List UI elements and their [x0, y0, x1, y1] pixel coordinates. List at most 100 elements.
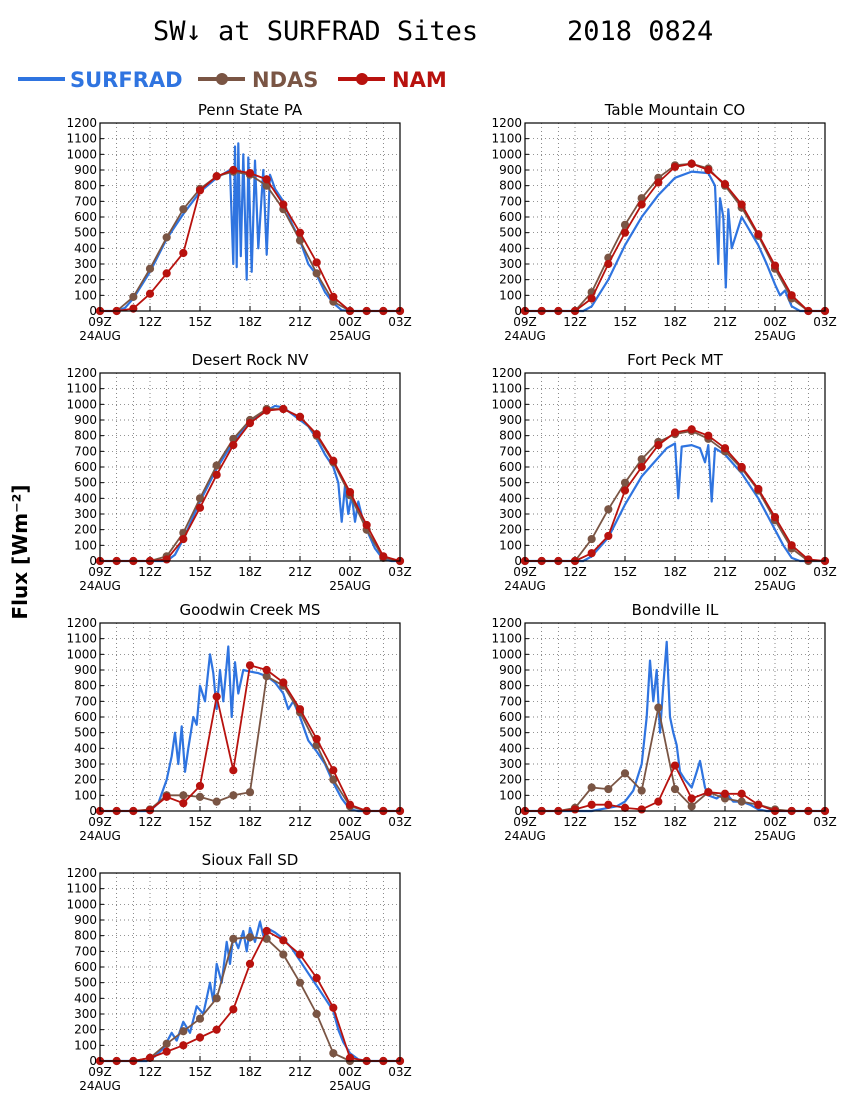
y-tick-label: 700 — [74, 194, 97, 208]
x-tick-label: 18Z — [238, 315, 262, 329]
x-tick-label: 03Z — [813, 315, 837, 329]
plot-frame — [524, 122, 826, 312]
x-tick-label: 09Z — [513, 315, 537, 329]
y-tick-label: 900 — [74, 663, 97, 677]
series-line-surfrad — [100, 645, 400, 813]
y-tick-label: 300 — [74, 757, 97, 771]
y-tick-label: 900 — [499, 163, 522, 177]
data-point-ndas — [670, 784, 680, 794]
x-tick-label: 00Z — [763, 815, 787, 829]
panels: Penn State PA010020030040050060070080090… — [66, 101, 836, 1093]
data-point-nam — [179, 799, 188, 808]
data-point-nam — [312, 973, 321, 983]
y-tick-label: 800 — [74, 679, 97, 693]
x-tick-label: 21Z — [713, 815, 737, 829]
y-tick-label: 1000 — [66, 397, 97, 411]
data-point-nam — [687, 159, 696, 168]
data-point-nam — [654, 440, 663, 450]
data-point-ndas — [179, 1027, 188, 1036]
plot-frame — [99, 622, 401, 812]
series-line-ndas — [100, 936, 400, 1062]
y-tick-label: 1200 — [66, 366, 97, 380]
data-point-nam — [329, 766, 338, 775]
x-tick-label: 12Z — [563, 815, 587, 829]
y-tick-label: 600 — [499, 210, 522, 224]
y-tick-label: 500 — [499, 476, 522, 490]
y-tick-label: 800 — [74, 929, 97, 943]
x-tick-label: 18Z — [663, 315, 687, 329]
data-point-nam — [604, 531, 613, 541]
data-point-nam — [312, 430, 321, 439]
grid — [525, 623, 825, 811]
x-tick-label: 18Z — [663, 815, 687, 829]
x-tick-label: 15Z — [188, 565, 212, 579]
data-point-ndas — [129, 292, 138, 301]
legend-label: NDAS — [252, 68, 318, 92]
y-tick-label: 500 — [74, 976, 97, 990]
x-date-label: 24AUG — [504, 829, 546, 843]
grid — [100, 623, 400, 811]
legend-item-nam: NAM — [338, 68, 447, 92]
y-tick-label: 500 — [499, 726, 522, 740]
y-tick-label: 1000 — [491, 647, 522, 661]
panel-title: Goodwin Creek MS — [180, 601, 321, 619]
data-point-nam — [162, 555, 171, 564]
x-tick-label: 21Z — [713, 565, 737, 579]
data-point-nam — [720, 180, 730, 189]
x-date-label: 25AUG — [754, 329, 796, 343]
series-surfrad — [525, 170, 825, 313]
data-point-ndas — [195, 494, 205, 503]
data-point-nam — [212, 470, 221, 479]
x-tick-label: 00Z — [338, 815, 362, 829]
y-tick-label: 1100 — [66, 132, 97, 146]
data-point-nam — [145, 289, 155, 298]
x-date-label: 25AUG — [329, 329, 371, 343]
data-point-nam — [770, 261, 780, 270]
main-date-label: 2018 0824 — [567, 16, 713, 47]
data-point-nam — [179, 1041, 188, 1050]
data-point-nam — [329, 1003, 338, 1012]
series-surfrad — [525, 442, 825, 563]
data-point-nam — [279, 200, 288, 209]
data-point-nam — [687, 794, 696, 803]
y-tick-label: 900 — [74, 163, 97, 177]
data-point-ndas — [587, 783, 596, 792]
data-point-nam — [620, 486, 630, 495]
data-point-ndas — [279, 950, 288, 959]
y-tick-label: 700 — [499, 194, 522, 208]
grid — [525, 123, 825, 311]
y-tick-label: 200 — [499, 273, 522, 287]
x-date-label: 25AUG — [754, 829, 796, 843]
y-tick-label: 300 — [499, 507, 522, 521]
y-tick-label: 1100 — [66, 632, 97, 646]
x-tick-label: 03Z — [813, 815, 837, 829]
data-point-nam — [295, 228, 305, 237]
data-point-nam — [279, 404, 288, 414]
y-tick-label: 1100 — [66, 382, 97, 396]
data-point-nam — [737, 789, 746, 798]
x-tick-label: 09Z — [513, 815, 537, 829]
panel-title: Desert Rock NV — [192, 351, 309, 369]
data-point-nam — [295, 950, 305, 959]
data-point-nam — [637, 462, 646, 472]
y-tick-label: 0 — [89, 304, 97, 318]
data-point-nam — [570, 805, 580, 814]
y-tick-label: 300 — [74, 507, 97, 521]
panel-title: Fort Peck MT — [627, 351, 723, 369]
data-point-nam — [587, 549, 596, 558]
data-point-nam — [754, 484, 763, 494]
y-tick-label: 1000 — [66, 647, 97, 661]
data-point-nam — [687, 425, 696, 434]
data-point-nam — [229, 766, 238, 775]
y-tick-label: 1100 — [491, 382, 522, 396]
data-point-ndas — [654, 703, 663, 712]
y-tick-label: 1200 — [491, 116, 522, 130]
y-tick-label: 400 — [499, 491, 522, 505]
y-axis-label: Flux [Wm⁻²] — [8, 484, 32, 619]
y-tick-label: 900 — [499, 663, 522, 677]
data-point-nam — [162, 1047, 171, 1056]
x-date-label: 24AUG — [504, 579, 546, 593]
data-point-nam — [754, 800, 763, 809]
panel-title: Table Mountain CO — [604, 101, 746, 119]
y-tick-label: 700 — [74, 444, 97, 458]
